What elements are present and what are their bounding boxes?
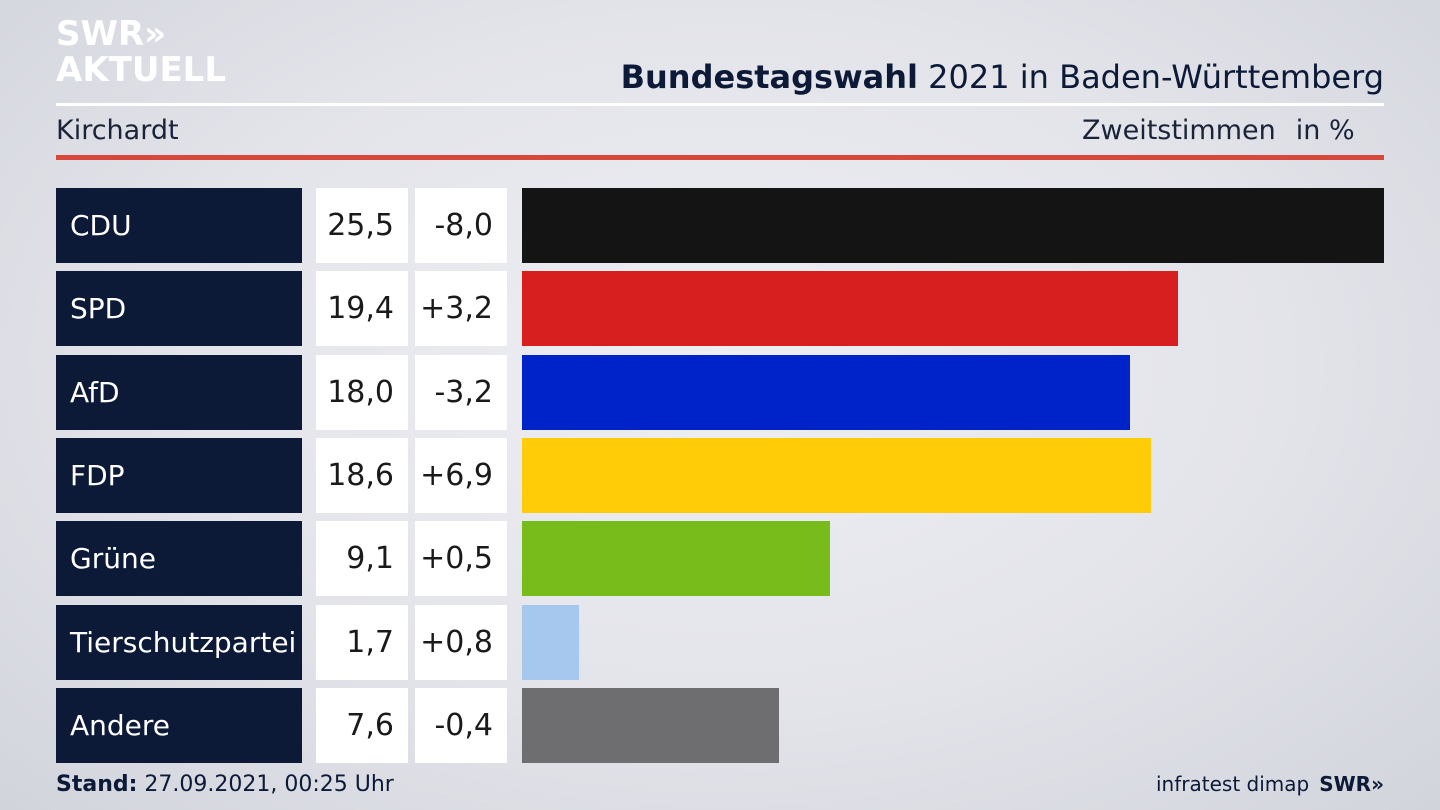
bar-tierschutzpartei: [522, 605, 579, 680]
chart-title-bold: Bundestagswahl: [620, 58, 918, 96]
value-label-tierschutzpartei: 1,7: [316, 605, 408, 680]
value-label-gr-ne: 9,1: [316, 521, 408, 596]
party-label-fdp: FDP: [56, 438, 302, 513]
swr-aktuell-logo: SWR» AKTUELL: [56, 16, 226, 88]
value-label-cdu: 25,5: [316, 188, 408, 263]
diff-label-cdu: -8,0: [415, 188, 507, 263]
diff-label-afd: -3,2: [415, 355, 507, 430]
region-label: Kirchardt: [56, 115, 179, 146]
party-label-andere: Andere: [56, 688, 302, 763]
bar-fdp: [522, 438, 1151, 513]
measure-text: Zweitstimmen: [1082, 115, 1276, 146]
header-divider: [56, 103, 1384, 106]
value-label-andere: 7,6: [316, 688, 408, 763]
diff-label-andere: -0,4: [415, 688, 507, 763]
stand-label: Stand:: [56, 772, 138, 797]
value-label-fdp: 18,6: [316, 438, 408, 513]
swr-small-logo: SWR»: [1319, 772, 1384, 796]
value-label-spd: 19,4: [316, 271, 408, 346]
party-label-tierschutzpartei: Tierschutzpartei: [56, 605, 302, 680]
bar-andere: [522, 688, 779, 763]
party-label-cdu: CDU: [56, 188, 302, 263]
source-credit: infratest dimap SWR»: [1156, 772, 1384, 796]
chart-title: Bundestagswahl 2021 in Baden-Württemberg: [621, 58, 1384, 96]
logo-line-2: AKTUELL: [56, 50, 227, 90]
diff-label-tierschutzpartei: +0,8: [415, 605, 507, 680]
diff-label-fdp: +6,9: [415, 438, 507, 513]
measure-label: Zweitstimmen in %: [1082, 115, 1355, 146]
stand-value: 27.09.2021, 00:25 Uhr: [137, 772, 394, 797]
diff-label-spd: +3,2: [415, 271, 507, 346]
timestamp: Stand: 27.09.2021, 00:25 Uhr: [56, 772, 394, 797]
unit-text: in %: [1295, 115, 1355, 146]
value-label-afd: 18,0: [316, 355, 408, 430]
bar-gr-ne: [522, 521, 830, 596]
accent-divider: [56, 155, 1384, 160]
chart-title-rest: 2021 in Baden-Württemberg: [917, 58, 1384, 96]
logo-line-1: SWR»: [56, 14, 167, 54]
party-label-afd: AfD: [56, 355, 302, 430]
party-label-gr-ne: Grüne: [56, 521, 302, 596]
bar-afd: [522, 355, 1130, 430]
party-label-spd: SPD: [56, 271, 302, 346]
source-text: infratest dimap: [1156, 772, 1310, 796]
bar-spd: [522, 271, 1178, 346]
diff-label-gr-ne: +0,5: [415, 521, 507, 596]
bar-cdu: [522, 188, 1384, 263]
